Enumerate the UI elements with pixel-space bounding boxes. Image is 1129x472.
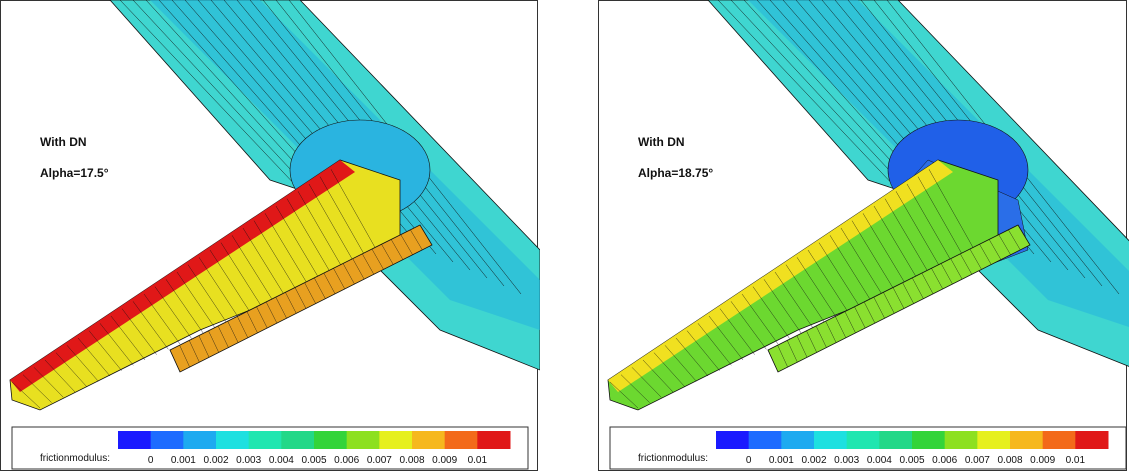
color-swatch [347,431,380,449]
panel-label: With DN [638,135,685,149]
panel: With DN Alpha=17.5° frictionmodulus: 0 0.001… [0,0,540,472]
colorbar-tick: 0.01 [1066,455,1086,466]
color-swatch [1043,431,1076,449]
colorbar-tick: 0.007 [965,455,990,466]
color-swatch [879,431,912,449]
colorbar-title: frictionmodulus: [40,453,110,464]
colorbar-tick: 0 [746,455,752,466]
color-swatch [281,431,314,449]
colorbar-tick: 0.007 [367,455,392,466]
alpha-label: Alpha=18.75° [638,166,713,180]
color-swatch [977,431,1010,449]
color-swatch [183,431,216,449]
colorbar-tick: 0.01 [468,455,488,466]
colorbar-tick: 0.001 [171,455,196,466]
panel: With DN Alpha=18.75° frictionmodulus: 0 0.00… [598,0,1129,472]
colorbar-tick: 0.006 [932,455,957,466]
color-swatch [912,431,945,449]
page: With DN Alpha=17.5° frictionmodulus: 0 0.001… [0,0,1129,472]
alpha-label: Alpha=17.5° [40,166,109,180]
colorbar-tick: 0.008 [399,455,424,466]
colorbar-tick: 0.005 [899,455,924,466]
colorbar-tick: 0.005 [301,455,326,466]
color-swatch [477,431,510,449]
color-swatch [118,431,151,449]
color-swatch [716,431,749,449]
colorbar-tick: 0.004 [867,455,892,466]
color-swatch [945,431,978,449]
color-swatch [847,431,880,449]
colorbar-tick: 0 [148,455,154,466]
colorbar-title: frictionmodulus: [638,453,708,464]
color-swatch [216,431,249,449]
colorbar-tick: 0.006 [334,455,359,466]
color-swatch [249,431,282,449]
panel-label: With DN [40,135,87,149]
colorbar-tick: 0.009 [1030,455,1055,466]
color-swatch [749,431,782,449]
color-swatch [379,431,412,449]
colorbar-tick: 0.002 [801,455,826,466]
colorbar-tick: 0.009 [432,455,457,466]
color-swatch [151,431,184,449]
colorbar-tick: 0.008 [997,455,1022,466]
colorbar-tick: 0.004 [269,455,294,466]
color-swatch [412,431,445,449]
color-swatch [781,431,814,449]
color-swatch [814,431,847,449]
color-swatch [314,431,347,449]
colorbar-tick: 0.003 [236,455,261,466]
color-swatch [1010,431,1043,449]
colorbar-tick: 0.003 [834,455,859,466]
colorbar-tick: 0.002 [203,455,228,466]
color-swatch [445,431,478,449]
colorbar-tick: 0.001 [769,455,794,466]
color-swatch [1075,431,1108,449]
